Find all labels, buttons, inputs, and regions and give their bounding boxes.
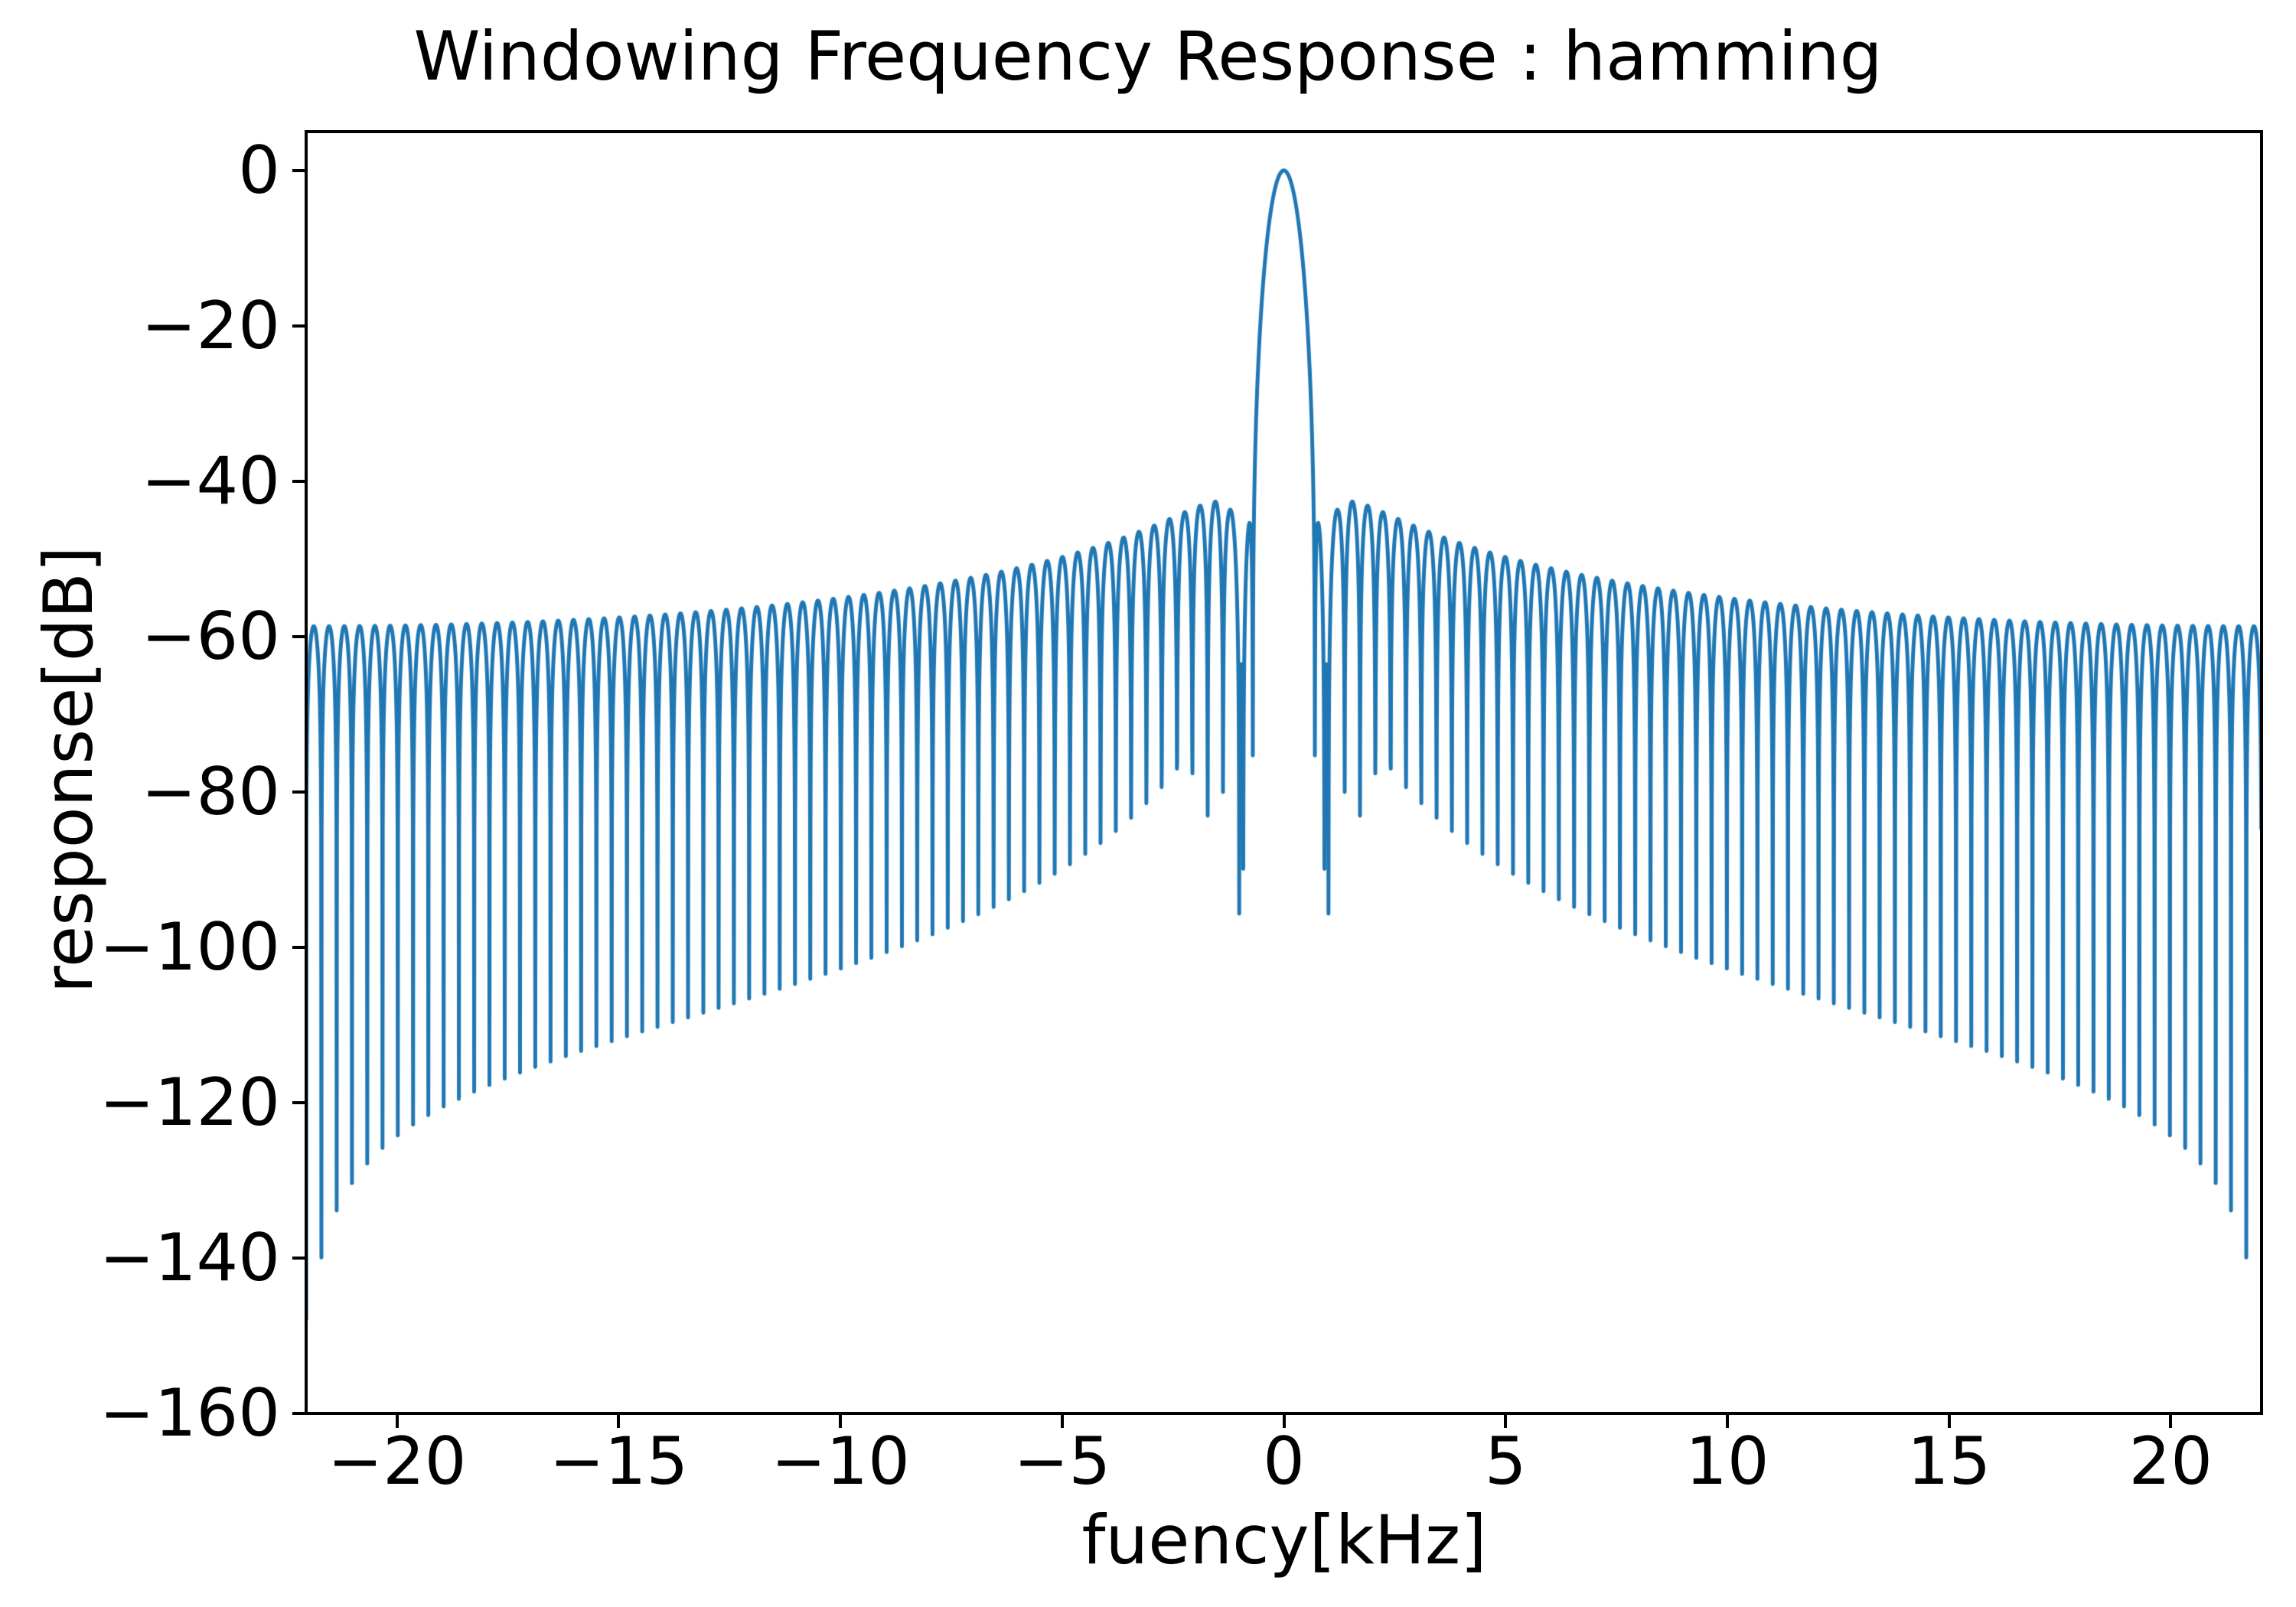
x-tick-mark bbox=[1060, 1415, 1064, 1428]
y-tick-mark bbox=[292, 168, 306, 172]
y-tick-label: −20 bbox=[141, 287, 281, 364]
y-tick-mark bbox=[292, 1412, 306, 1415]
x-tick-mark bbox=[395, 1415, 399, 1428]
y-tick-label: −160 bbox=[99, 1375, 280, 1452]
x-tick-label: −5 bbox=[1013, 1423, 1111, 1500]
x-tick-label: −10 bbox=[771, 1423, 910, 1500]
y-tick-mark bbox=[292, 1100, 306, 1104]
y-tick-mark bbox=[292, 1256, 306, 1260]
x-axis-label: fuency[kHz] bbox=[1081, 1501, 1487, 1579]
x-tick-mark bbox=[617, 1415, 621, 1428]
y-tick-mark bbox=[292, 324, 306, 328]
x-tick-mark bbox=[1282, 1415, 1286, 1428]
x-tick-label: −15 bbox=[549, 1423, 689, 1500]
x-tick-label: 0 bbox=[1263, 1423, 1305, 1500]
axes-frame bbox=[305, 130, 2263, 1415]
x-tick-mark bbox=[2169, 1415, 2173, 1428]
y-tick-label: −60 bbox=[141, 598, 281, 675]
y-tick-mark bbox=[292, 790, 306, 794]
y-tick-label: −140 bbox=[99, 1219, 280, 1296]
x-tick-mark bbox=[1947, 1415, 1951, 1428]
y-axis-label: response[dB] bbox=[29, 546, 108, 994]
x-tick-label: 10 bbox=[1685, 1423, 1769, 1500]
x-tick-mark bbox=[839, 1415, 843, 1428]
frequency-response-curve bbox=[306, 132, 2262, 1413]
y-tick-label: −40 bbox=[141, 442, 281, 520]
y-tick-mark bbox=[292, 945, 306, 949]
y-tick-mark bbox=[292, 479, 306, 483]
y-tick-label: 0 bbox=[238, 132, 280, 209]
x-tick-label: 5 bbox=[1484, 1423, 1527, 1500]
y-tick-label: −80 bbox=[141, 753, 281, 830]
y-tick-label: −100 bbox=[99, 908, 280, 986]
x-tick-label: 20 bbox=[2128, 1423, 2213, 1500]
x-tick-mark bbox=[1725, 1415, 1729, 1428]
y-tick-mark bbox=[292, 634, 306, 638]
chart-title: Windowing Frequency Response : hamming bbox=[413, 17, 1883, 96]
x-tick-label: −20 bbox=[328, 1423, 467, 1500]
y-tick-label: −120 bbox=[99, 1064, 280, 1141]
x-tick-mark bbox=[1504, 1415, 1508, 1428]
x-tick-label: 15 bbox=[1906, 1423, 1991, 1500]
